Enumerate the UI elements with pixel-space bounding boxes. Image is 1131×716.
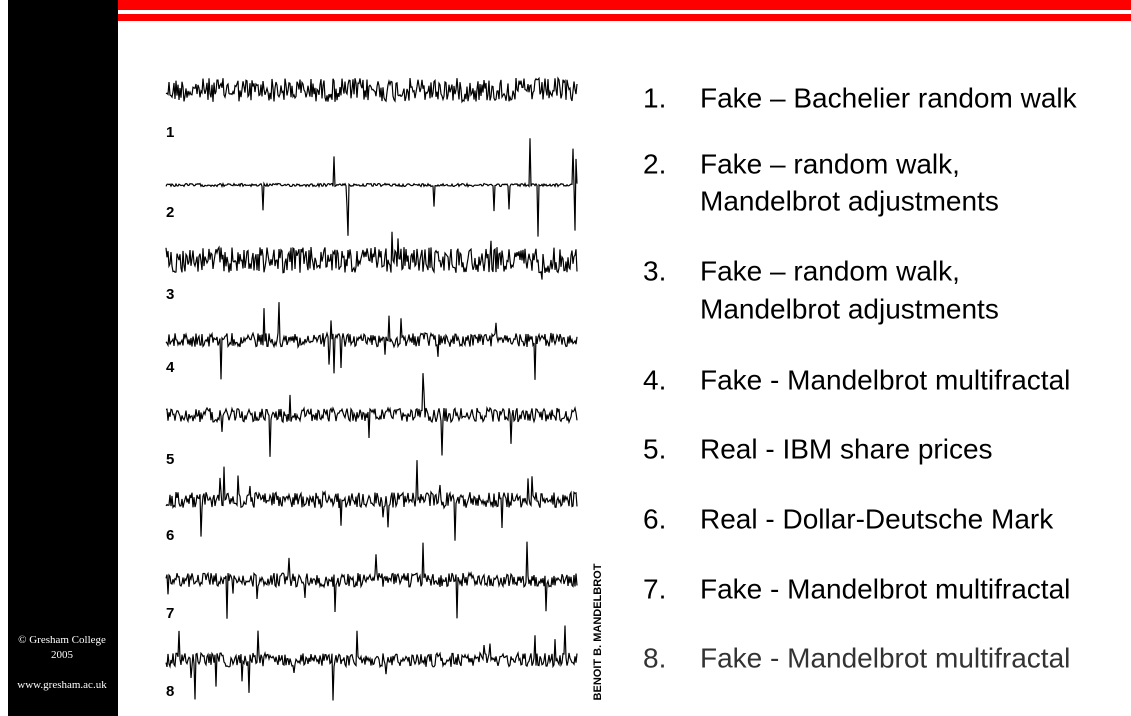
trace-label: 3 [166, 286, 174, 303]
list-number: 3. [643, 255, 666, 286]
trace [165, 76, 578, 104]
top-bar [118, 0, 1131, 10]
list-text: Mandelbrot adjustments [700, 293, 999, 324]
list-text: Fake - Mandelbrot multifractal [700, 364, 1070, 395]
list-number: 7. [643, 573, 666, 604]
website: www.gresham.ac.uk [17, 679, 107, 691]
list-number: 8. [643, 642, 666, 673]
trace-label: 2 [166, 204, 174, 221]
copyright-year: 2005 [51, 649, 74, 661]
trace-label: 4 [166, 359, 175, 376]
list-text: Fake - Mandelbrot multifractal [700, 642, 1070, 673]
top-bar-thin [118, 14, 1131, 21]
sidebar [8, 0, 118, 716]
trace [165, 541, 578, 619]
list-number: 6. [643, 503, 666, 534]
trace [165, 138, 578, 237]
list-number: 5. [643, 433, 666, 464]
list-text: Fake – Bachelier random walk [700, 82, 1078, 113]
list-text: Real - IBM share prices [700, 433, 993, 464]
figure: 1 2 3 4 5 6 7 8 [165, 76, 578, 701]
list-number: 2. [643, 148, 666, 179]
trace-label: 6 [166, 527, 174, 544]
trace [165, 373, 578, 457]
list-text: Mandelbrot adjustments [700, 185, 999, 216]
trace-label: 1 [166, 124, 174, 141]
list-text: Fake – random walk, [700, 255, 960, 286]
list-number: 1. [643, 82, 666, 113]
list-number: 4. [643, 364, 666, 395]
trace [165, 231, 578, 280]
trace-label: 7 [166, 605, 174, 622]
trace [165, 460, 578, 541]
trace [165, 302, 578, 380]
list-text: Fake - Mandelbrot multifractal [700, 573, 1070, 604]
credit: BENOIT B. MANDELBROT [592, 563, 604, 700]
trace [165, 625, 578, 701]
trace-label: 8 [166, 683, 174, 700]
list-text: Fake – random walk, [700, 148, 960, 179]
trace-label: 5 [166, 451, 174, 468]
list-text: Real - Dollar-Deutsche Mark [700, 503, 1054, 534]
copyright: © Gresham College [18, 634, 106, 646]
